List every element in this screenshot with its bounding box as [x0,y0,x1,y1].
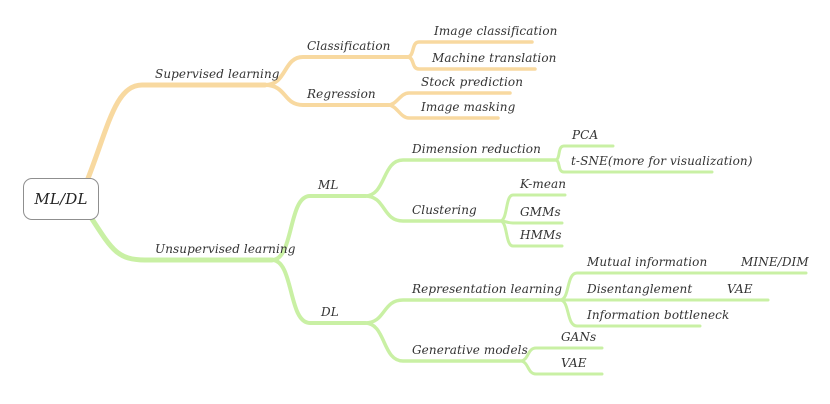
branch-supervised-to-regression [263,83,390,107]
node-clustering[interactable]: Clustering [412,203,477,217]
branch-root-to-supervised [84,82,268,184]
branch-regression-to-image-masking [386,103,500,120]
node-gans[interactable]: GANs [561,330,597,344]
node-information-bottleneck[interactable]: Information bottleneck [587,308,730,322]
node-kmean[interactable]: K-mean [520,177,567,191]
branch-root-to-unsupervised [89,216,275,263]
node-classification[interactable]: Classification [307,39,391,53]
node-ml[interactable]: ML [318,178,339,192]
node-mutual-information[interactable]: Mutual information [587,255,708,269]
node-mine-dim[interactable]: MINE/DIM [741,255,809,269]
branch-unsupervised-to-dl [270,258,367,325]
node-disentanglement[interactable]: Disentanglement [587,282,693,296]
node-representation-learning[interactable]: Representation learning [412,282,563,296]
node-hmms[interactable]: HMMs [520,228,562,242]
node-vae-disentanglement[interactable]: VAE [727,282,753,296]
node-vae-generative[interactable]: VAE [561,356,587,370]
branch-dl-to-generative-models [363,321,522,363]
node-generative-models[interactable]: Generative models [412,343,528,357]
node-stock-prediction[interactable]: Stock prediction [421,75,524,89]
branch-representation-to-information-bottleneck [558,298,702,328]
node-dl[interactable]: DL [321,305,339,319]
node-root-label: ML/DL [34,190,88,208]
branch-ml-to-dimension-reduction [363,158,557,198]
branch-supervised-to-classification [263,55,409,87]
branch-ml-to-clustering [363,194,502,223]
branch-unsupervised-to-ml [270,194,367,262]
node-image-masking[interactable]: Image masking [421,100,516,114]
branch-dimension-reduction-to-tsne [553,158,714,174]
node-gmms[interactable]: GMMs [520,205,561,219]
node-pca[interactable]: PCA [572,128,599,142]
node-tsne[interactable]: t-SNE(more for visualization) [571,154,753,168]
node-root[interactable]: ML/DL [23,178,99,220]
branch-clustering-to-gmms [498,219,564,225]
node-supervised-learning[interactable]: Supervised learning [155,67,280,81]
branch-generative-to-vae [518,359,604,376]
node-dimension-reduction[interactable]: Dimension reduction [412,142,541,156]
node-regression[interactable]: Regression [307,87,376,101]
node-machine-translation[interactable]: Machine translation [432,51,557,65]
node-unsupervised-learning[interactable]: Unsupervised learning [155,242,296,256]
branch-dl-to-representation-learning [363,298,562,325]
branch-clustering-to-hmms [498,219,564,248]
node-image-classification[interactable]: Image classification [434,24,558,38]
branch-classification-to-machine-translation [405,55,537,71]
